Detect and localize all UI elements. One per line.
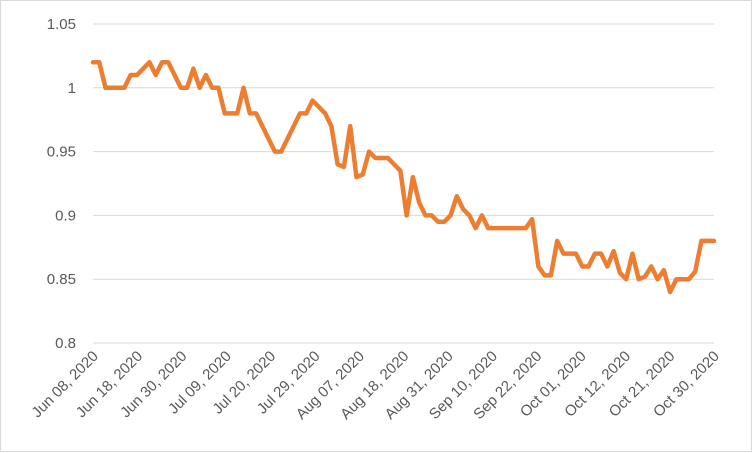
y-axis-tick-labels: 0.8 0.85 0.9 0.95 1 1.05: [47, 16, 76, 352]
y-tick-label: 1: [68, 80, 76, 97]
series-layer: [90, 60, 717, 295]
gridlines: [93, 23, 714, 344]
series-line: [90, 60, 717, 295]
y-tick-label: 0.8: [55, 335, 76, 352]
y-tick-label: 0.95: [47, 144, 76, 161]
y-tick-label: 0.9: [55, 207, 76, 224]
y-tick-label: 0.85: [47, 271, 76, 288]
y-tick-label: 1.05: [47, 16, 76, 33]
